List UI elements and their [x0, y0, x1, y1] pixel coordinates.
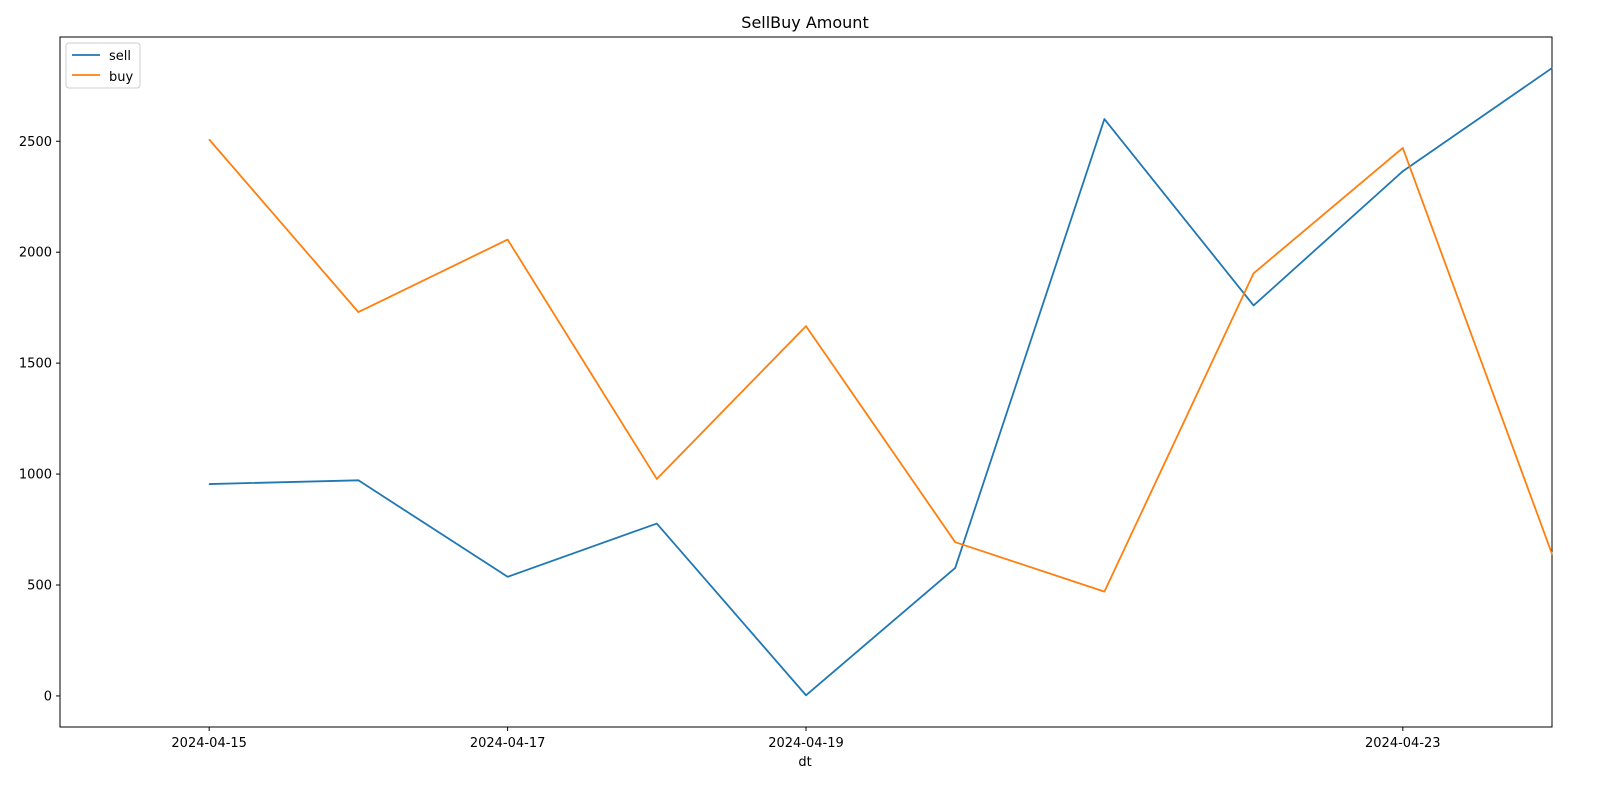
legend: sell buy — [65, 42, 141, 89]
x-axis: 2024-04-15 2024-04-17 2024-04-19 2024-04-23… — [171, 727, 1441, 751]
data-point-sell — [1551, 67, 1553, 69]
x-axis-label: dt — [798, 755, 811, 770]
data-point-sell — [208, 483, 210, 485]
y-tick-label: 0 — [44, 689, 52, 704]
data-point-buy — [1253, 272, 1255, 274]
series-lines — [208, 67, 1553, 697]
data-point-buy — [357, 311, 359, 313]
data-point-sell — [507, 576, 509, 578]
data-point-buy — [805, 325, 807, 327]
x-tick-label: 2024-04-15 — [171, 736, 247, 751]
y-axis: 0 500 1000 1500 2000 2500 — [19, 135, 60, 704]
data-point-sell — [954, 567, 956, 569]
chart-title: SellBuy Amount — [741, 13, 868, 32]
data-point-sell — [1103, 118, 1105, 120]
legend-buy-label: buy — [109, 70, 133, 85]
legend-sell-label: sell — [109, 49, 131, 64]
y-tick-label: 500 — [27, 579, 52, 594]
data-point-sell — [805, 694, 807, 696]
series-line-sell — [209, 67, 1553, 697]
y-tick-label: 1000 — [19, 468, 52, 483]
x-tick-label: 2024-04-17 — [470, 736, 546, 751]
y-tick-label: 1500 — [19, 357, 52, 372]
series-line-buy — [208, 138, 1553, 593]
x-tick-label: 2024-04-23 — [1365, 736, 1441, 751]
data-point-buy — [1103, 591, 1105, 593]
data-point-sell — [1253, 304, 1255, 307]
data-point-buy — [1551, 553, 1553, 555]
data-point-buy — [954, 541, 956, 543]
data-point-buy — [1402, 147, 1404, 149]
data-point-buy — [656, 478, 658, 480]
y-tick-label: 2500 — [19, 135, 52, 150]
data-point-sell — [357, 479, 359, 481]
y-tick-label: 2000 — [19, 246, 52, 261]
data-point-sell — [1402, 170, 1404, 172]
data-point-buy — [507, 238, 509, 241]
data-point-buy — [208, 138, 210, 141]
x-tick-label: 2024-04-19 — [768, 736, 844, 751]
data-point-sell — [656, 522, 658, 525]
plot-area — [59, 36, 1553, 728]
